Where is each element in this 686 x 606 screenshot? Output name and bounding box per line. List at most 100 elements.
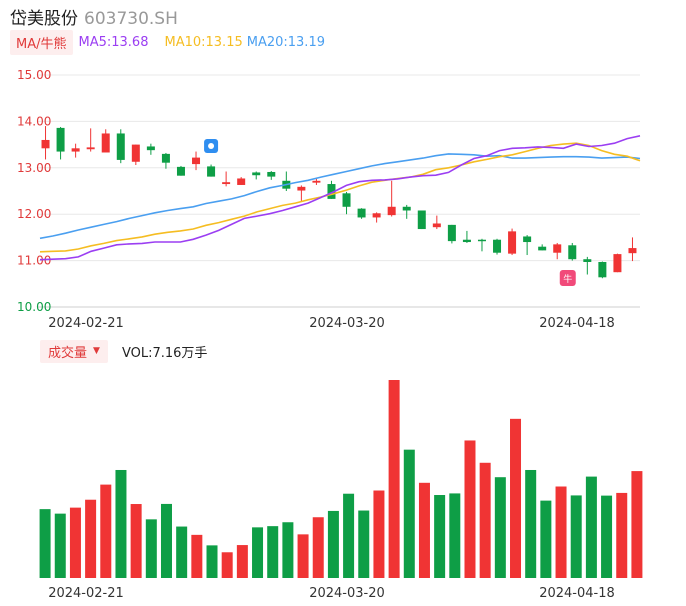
volume-bar [358, 510, 370, 578]
candle-body [207, 166, 216, 177]
volume-bar [449, 493, 461, 578]
candle-body [477, 239, 486, 242]
candle-body [342, 193, 351, 207]
candle-body [613, 254, 622, 273]
candle-body [387, 206, 396, 216]
stock-name: 岱美股份 [10, 9, 78, 29]
volume-bar [312, 517, 324, 578]
candle-body [146, 146, 155, 151]
volume-bar [464, 440, 476, 578]
price-tick-label: 13.00 [17, 161, 51, 175]
volume-bar [267, 526, 279, 578]
volume-bar [570, 495, 582, 578]
candle-body [161, 153, 170, 163]
volume-bar [585, 476, 597, 578]
candle-body [267, 171, 276, 177]
volume-bar [54, 513, 66, 578]
ma5-line [39, 135, 641, 261]
volume-bar [616, 492, 628, 578]
volume-bar [221, 552, 233, 578]
ma10-line [39, 142, 641, 253]
volume-x-tick-label: 2024-04-18 [539, 586, 615, 601]
candle-body [598, 261, 607, 278]
dropdown-caret-icon: ▼ [93, 346, 100, 356]
volume-bar [479, 462, 491, 578]
candle-body [628, 248, 637, 254]
candle-body [357, 208, 366, 218]
volume-bar [510, 418, 522, 578]
ma5-legend: MA5:13.68 [78, 34, 149, 50]
candle-body [192, 157, 201, 165]
volume-bar [418, 482, 430, 578]
candle-body [41, 139, 50, 149]
blue-badge-dot [208, 143, 215, 149]
ma-toggle-button[interactable]: MA/牛熊 [10, 29, 73, 55]
volume-bar [130, 504, 142, 578]
price-tick-label: 15.00 [17, 68, 51, 82]
bull-badge-icon [559, 270, 576, 286]
candle-body [176, 166, 185, 176]
volume-bar [631, 471, 643, 578]
volume-bar [252, 527, 264, 578]
candle-body [523, 236, 532, 243]
ma10-legend: MA10:13.15 [164, 34, 243, 50]
volume-bar [191, 534, 203, 578]
candle-body [538, 246, 547, 251]
volume-bar [100, 484, 112, 578]
volume-bar [373, 490, 385, 578]
volume-bar [403, 449, 415, 578]
volume-x-tick-label: 2024-02-21 [48, 586, 124, 601]
volume-indicator-dropdown[interactable]: 成交量 ▼ [40, 339, 108, 363]
candle-body [432, 223, 441, 228]
volume-bar [494, 477, 506, 578]
candle-body [402, 206, 411, 211]
volume-bar [434, 495, 446, 578]
volume-bar [555, 486, 567, 578]
candle-body [493, 239, 502, 253]
ma20-line [39, 153, 641, 240]
volume-bar [176, 526, 188, 578]
volume-bar [525, 469, 537, 578]
volume-bar [39, 509, 51, 578]
volume-legend: 成交量 ▼ VOL:7.16万手 [40, 339, 207, 363]
volume-bar [297, 534, 309, 578]
stock-title: 岱美股份 603730.SH [10, 4, 178, 29]
candle-body [252, 172, 261, 176]
candle-body [101, 133, 110, 153]
volume-bar [282, 522, 294, 578]
candle-body [327, 184, 336, 199]
bull-badge-label: 牛 [563, 273, 572, 285]
candle-body [417, 210, 426, 230]
price-tick-label: 12.00 [17, 207, 51, 221]
volume-bar [343, 493, 355, 578]
volume-bar [327, 510, 339, 578]
volume-toggle-label: 成交量 [48, 345, 88, 361]
candle-body [372, 213, 381, 218]
candle-body [131, 144, 140, 162]
volume-bar [85, 499, 97, 578]
candle-body [583, 259, 592, 262]
candle-body [237, 178, 246, 185]
candle-body [553, 244, 562, 253]
volume-bar [160, 503, 172, 578]
candle-body [568, 245, 577, 260]
volume-bar [388, 380, 400, 578]
volume-bar [206, 545, 218, 578]
candle-body [447, 224, 456, 242]
ma20-legend: MA20:13.19 [246, 34, 325, 50]
stock-code: 603730.SH [84, 9, 178, 29]
volume-bar [601, 495, 613, 578]
candle-body [71, 148, 80, 152]
price-x-tick-label: 2024-04-18 [539, 316, 615, 331]
price-x-tick-label: 2024-02-21 [48, 316, 124, 331]
price-tick-label: 10.00 [17, 300, 51, 314]
candle-body [116, 133, 125, 160]
price-tick-label: 14.00 [17, 114, 51, 128]
candle-body [297, 186, 306, 191]
candle-body [462, 239, 471, 243]
volume-bar [540, 500, 552, 578]
candle-body [86, 147, 95, 150]
price-x-tick-label: 2024-03-20 [309, 316, 385, 331]
ma-legend: MA/牛熊 MA5:13.68 MA10:13.15 MA20:13.19 [10, 29, 325, 55]
